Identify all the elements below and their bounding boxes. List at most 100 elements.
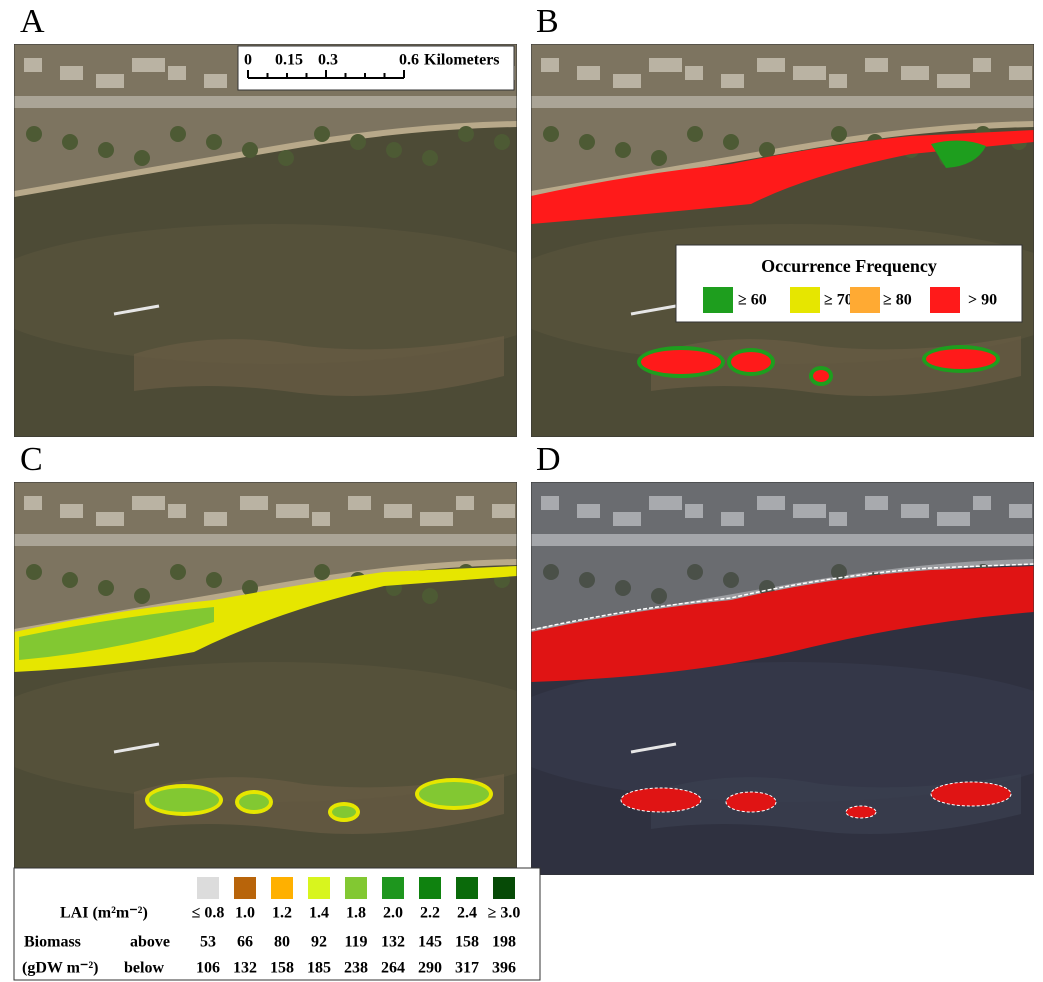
legend-swatch	[197, 877, 219, 899]
below-label: below	[124, 960, 164, 977]
legend-swatch	[382, 877, 404, 899]
legend-title: Occurrence Frequency	[761, 256, 937, 276]
biomass-below: 396	[492, 960, 516, 977]
tree	[242, 142, 258, 158]
tree	[386, 142, 402, 158]
building	[240, 496, 268, 510]
legend-swatch	[345, 877, 367, 899]
tree	[458, 126, 474, 142]
building	[60, 504, 83, 518]
panel-label: C	[20, 441, 43, 478]
tree	[278, 150, 294, 166]
tree	[314, 564, 330, 580]
tree	[62, 134, 78, 150]
building	[757, 496, 785, 510]
satellite-image	[0, 482, 574, 875]
scale-bar: 0 0.15 0.3 0.6 Kilometers	[238, 46, 514, 90]
road	[14, 534, 517, 546]
tree	[759, 142, 775, 158]
scale-label: 0.3	[318, 52, 338, 69]
building	[456, 496, 474, 510]
tree	[206, 134, 222, 150]
biomass-below: 132	[233, 960, 257, 977]
tree	[170, 126, 186, 142]
tree	[26, 126, 42, 142]
occurrence-area	[926, 349, 996, 369]
tree	[723, 572, 739, 588]
building	[312, 512, 330, 526]
road	[531, 96, 1034, 108]
tree	[651, 588, 667, 604]
scale-label: 0.15	[275, 52, 303, 69]
biomass-above: 66	[237, 934, 253, 951]
biomass-below: 185	[307, 960, 331, 977]
figure: A B C D 0 0.15 0.3 0.6 Kilometers Occurr…	[0, 0, 1043, 982]
building	[276, 504, 309, 518]
lai-label: LAI (m²m⁻²)	[60, 905, 148, 922]
biomass-above: 80	[274, 934, 290, 951]
building	[613, 74, 641, 88]
lai-area	[332, 806, 356, 818]
biomass-below: 290	[418, 960, 442, 977]
building	[901, 504, 929, 518]
building	[685, 66, 703, 80]
classified-area	[846, 806, 876, 818]
tree	[206, 572, 222, 588]
lai-value: 1.8	[346, 905, 366, 922]
building	[204, 74, 227, 88]
tree	[579, 572, 595, 588]
building	[793, 504, 826, 518]
lai-value: ≥ 3.0	[488, 905, 521, 922]
tree	[134, 588, 150, 604]
biomass-unit: (gDW m⁻²)	[22, 960, 99, 977]
building	[384, 504, 412, 518]
building	[829, 74, 847, 88]
building	[168, 504, 186, 518]
legend-swatch	[308, 877, 330, 899]
building	[24, 496, 42, 510]
occurrence-area	[731, 352, 771, 372]
legend-swatch	[703, 287, 733, 313]
tree	[134, 150, 150, 166]
biomass-above: 119	[344, 934, 367, 951]
building	[901, 66, 929, 80]
satellite-image	[491, 482, 1043, 875]
building	[649, 58, 682, 72]
tree	[26, 564, 42, 580]
legend-swatch	[930, 287, 960, 313]
legend-label: ≥ 80	[883, 292, 912, 309]
building	[1009, 66, 1032, 80]
lai-value: ≤ 0.8	[192, 905, 225, 922]
building	[613, 512, 641, 526]
legend-swatch	[234, 877, 256, 899]
building	[541, 58, 559, 72]
building	[865, 496, 888, 510]
panel-label: B	[536, 3, 559, 40]
tree	[98, 142, 114, 158]
building	[721, 512, 744, 526]
building	[577, 66, 600, 80]
biomass-below: 317	[455, 960, 479, 977]
biomass-above: 198	[492, 934, 516, 951]
building	[937, 74, 970, 88]
tree	[687, 126, 703, 142]
building	[649, 496, 682, 510]
classified-area	[726, 792, 776, 812]
building	[577, 504, 600, 518]
building	[793, 66, 826, 80]
biomass-above: 132	[381, 934, 405, 951]
building	[420, 512, 453, 526]
building	[204, 512, 227, 526]
tree	[615, 580, 631, 596]
tree	[651, 150, 667, 166]
occurrence-area	[813, 370, 829, 382]
legend-swatch	[790, 287, 820, 313]
tree	[98, 580, 114, 596]
lai-value: 2.4	[457, 905, 477, 922]
page: A B C D 0 0.15 0.3 0.6 Kilometers Occurr…	[0, 0, 1043, 982]
tree	[831, 126, 847, 142]
scale-label: 0.6	[399, 52, 419, 69]
building	[829, 512, 847, 526]
tree	[62, 572, 78, 588]
lai-value: 1.2	[272, 905, 292, 922]
